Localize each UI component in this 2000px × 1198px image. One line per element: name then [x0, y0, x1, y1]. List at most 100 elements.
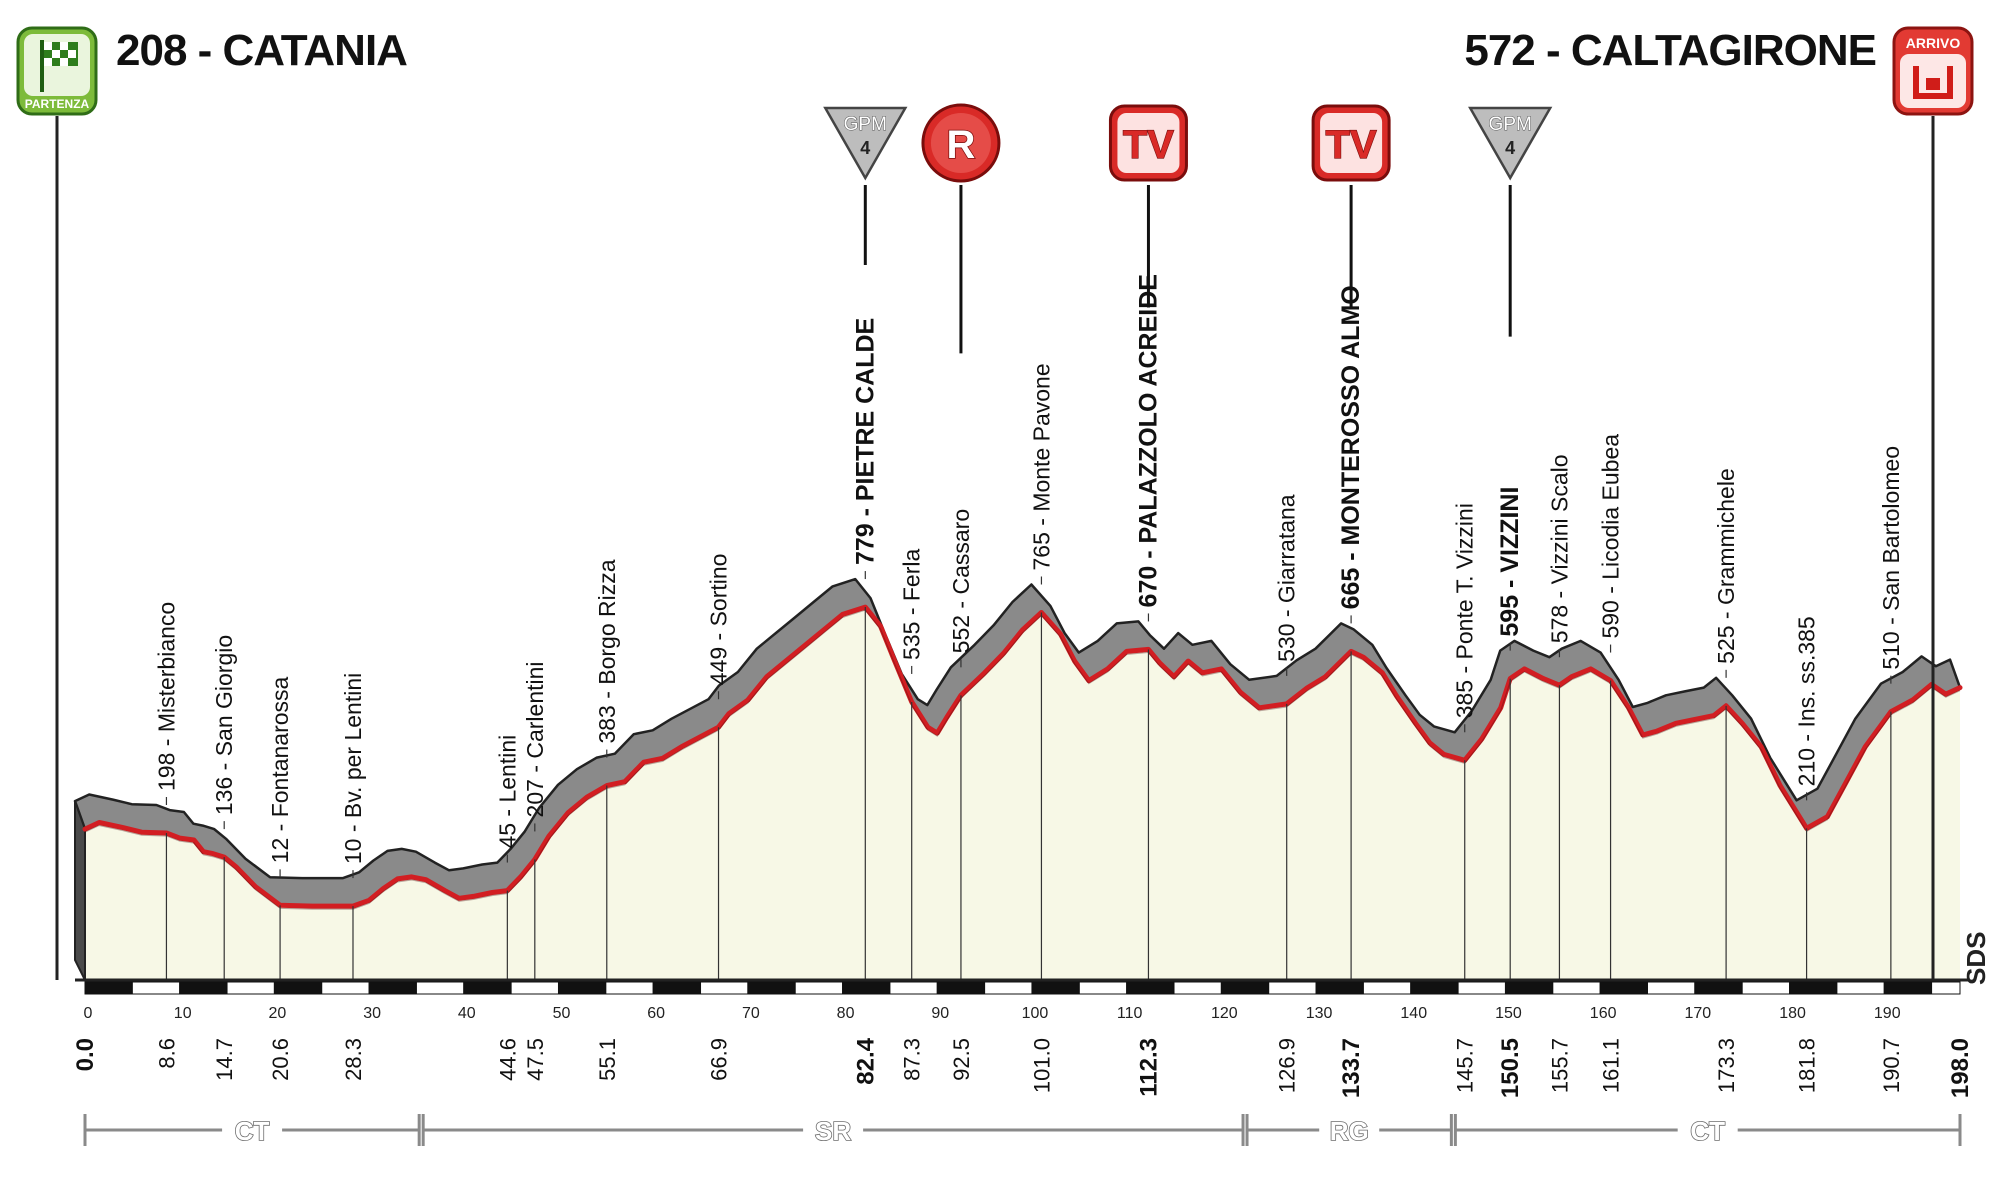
r-circle-inner [930, 113, 991, 173]
distance-ruler-segment [794, 981, 844, 995]
distance-ruler-segment [1031, 981, 1080, 995]
waypoint-km-label: 181.8 [1795, 1038, 1820, 1093]
gpm-category: 4 [860, 138, 870, 158]
distance-ruler-segment [510, 981, 559, 995]
x-tick-label: 90 [931, 1005, 949, 1022]
finish-badge: ARRIVO [1892, 26, 1974, 116]
distance-ruler-segment [1362, 981, 1412, 995]
waypoint-place-label: 595 - VIZZINI [1496, 487, 1524, 637]
province-label-bg [222, 1112, 283, 1148]
profile-area [85, 607, 1960, 980]
distance-ruler-segment [1836, 981, 1885, 995]
waypoint-place-label: 670 - PALAZZOLO ACREIDE [1134, 274, 1162, 607]
waypoint-km-label: 28.3 [341, 1038, 366, 1081]
distance-ruler-segment [1694, 981, 1743, 995]
x-tick-label: 40 [458, 1005, 476, 1022]
marker-r: R [921, 103, 1001, 183]
distance-ruler-segment [1741, 981, 1791, 995]
x-tick-label: 50 [553, 1005, 571, 1022]
x-tick-label: 70 [742, 1005, 760, 1022]
waypoint-place-label: 665 - MONTEROSSO ALMO [1337, 285, 1365, 609]
gpm-triangle [1468, 106, 1553, 181]
distance-ruler-segment [652, 981, 702, 995]
start-badge-label: PARTENZA [25, 97, 90, 111]
tv-box-inner [1117, 113, 1180, 173]
waypoint-km-label: 8.6 [154, 1038, 179, 1069]
distance-ruler-segment [1410, 981, 1459, 995]
distance-ruler-segment [1504, 981, 1554, 995]
gpm-label: GPM [844, 114, 887, 135]
waypoint-km-label: 0.0 [72, 1038, 99, 1071]
waypoint-place-label: 207 - Carlentini [522, 661, 548, 817]
route-line-shadow [84, 609, 1961, 910]
x-tick-label: 150 [1495, 1005, 1522, 1022]
distance-ruler-segment [1552, 981, 1601, 995]
distance-ruler-segment [1789, 981, 1838, 995]
marker-gpm: GPM 4 [823, 106, 908, 181]
distance-ruler-segment [557, 981, 607, 995]
gpm-category: 4 [1505, 138, 1515, 158]
marker-tv: TV [1108, 104, 1188, 182]
x-tick-label: 110 [1117, 1005, 1143, 1022]
waypoint-km-label: 133.7 [1338, 1038, 1365, 1098]
waypoint-km-label: 101.0 [1029, 1038, 1054, 1093]
waypoint-km-label: 87.3 [900, 1038, 925, 1081]
x-tick-label: 120 [1211, 1005, 1238, 1022]
sds-watermark: SDS [1961, 932, 1991, 985]
distance-ruler-segment [463, 981, 512, 995]
waypoint-km-label: 190.7 [1879, 1038, 1904, 1093]
tv-label: TV [1123, 123, 1174, 167]
distance-ruler-segment [415, 981, 465, 995]
waypoint-km-label: 66.9 [707, 1038, 732, 1081]
finish-line-icon [1913, 66, 1953, 99]
waypoint-place-label: 578 - Vizzini Scalo [1546, 454, 1572, 643]
province-label: CT [235, 1116, 270, 1146]
x-tick-label: 60 [647, 1005, 665, 1022]
waypoint-place-label: 12 - Fontanarossa [267, 676, 293, 863]
x-tick-label: 80 [837, 1005, 855, 1022]
distance-ruler-segment [179, 981, 228, 995]
distance-ruler-segment [84, 981, 133, 995]
gpm-label: GPM [1489, 114, 1532, 135]
x-tick-label: 10 [174, 1005, 192, 1022]
waypoint-place-label: 45 - Lentini [494, 735, 520, 849]
distance-ruler-segment [1599, 981, 1648, 995]
x-tick-label: 20 [268, 1005, 286, 1022]
tv-box-inner [1320, 113, 1383, 173]
waypoint-km-label: 150.5 [1497, 1038, 1524, 1098]
waypoint-place-label: 510 - San Bartolomeo [1878, 446, 1904, 670]
route-line [82, 604, 1963, 909]
distance-ruler-segment [700, 981, 749, 995]
waypoint-place-label: 535 - Ferla [899, 549, 925, 660]
distance-ruler-segment [1268, 981, 1317, 995]
x-tick-label: 130 [1306, 1005, 1333, 1022]
distance-ruler-segment [1126, 981, 1175, 995]
waypoint-place-label: 530 - Giarratana [1274, 494, 1300, 662]
gpm-triangle [823, 106, 908, 181]
distance-ruler-segment [889, 981, 938, 995]
waypoint-km-label: 55.1 [595, 1038, 620, 1081]
distance-ruler-segment [368, 981, 417, 995]
province-label: SR [815, 1116, 851, 1146]
waypoint-km-label: 173.3 [1714, 1038, 1739, 1093]
waypoint-place-label: 449 - Sortino [706, 554, 732, 686]
waypoint-km-label: 44.6 [495, 1038, 520, 1081]
distance-ruler-segment [1457, 981, 1506, 995]
waypoint-km-label: 92.5 [949, 1038, 974, 1081]
start-badge: PARTENZA [16, 26, 98, 116]
distance-ruler-segment [605, 981, 654, 995]
distance-ruler-segment [842, 981, 891, 995]
waypoint-km-label: 145.7 [1453, 1038, 1478, 1093]
waypoint-km-label: 14.7 [212, 1038, 237, 1081]
distance-ruler-segment [321, 981, 370, 995]
waypoint-km-label: 155.7 [1547, 1038, 1572, 1093]
province-label-bg [1319, 1112, 1380, 1148]
distance-ruler-segment [1078, 981, 1128, 995]
waypoint-km-label: 82.4 [852, 1037, 879, 1084]
waypoint-km-label: 198.0 [1947, 1038, 1974, 1098]
distance-ruler-segment [273, 981, 323, 995]
distance-ruler-segment [1220, 981, 1270, 995]
waypoint-place-label: 136 - San Giorgio [211, 635, 237, 815]
marker-gpm: GPM 4 [1468, 106, 1553, 181]
